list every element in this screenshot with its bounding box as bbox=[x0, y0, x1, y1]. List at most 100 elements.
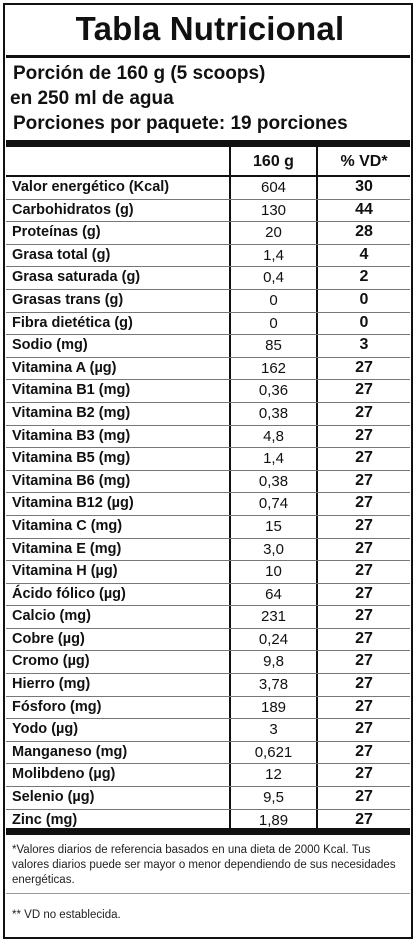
nutrient-amount: 3,0 bbox=[263, 540, 284, 558]
nutrient-name: Vitamina B5 (mg) bbox=[12, 450, 131, 467]
bottom-divider bbox=[6, 828, 410, 835]
amount-column-frame bbox=[229, 147, 318, 828]
nutrient-name: Vitamina B1 (mg) bbox=[12, 382, 131, 399]
nutrient-table: Valor energético (Kcal) 604 30 Carbohidrato… bbox=[6, 177, 410, 832]
nutrient-name: Yodo (µg) bbox=[12, 721, 79, 738]
nutrient-amount: 162 bbox=[260, 359, 287, 377]
nutrient-daily-value: 27 bbox=[355, 652, 373, 670]
nutrient-daily-value: 27 bbox=[355, 697, 373, 715]
nutrient-daily-value: 30 bbox=[355, 178, 373, 195]
nutrient-amount: 1,4 bbox=[263, 450, 284, 468]
nutrient-daily-value: 27 bbox=[355, 810, 373, 828]
nutrient-name: Cobre (µg) bbox=[12, 630, 85, 647]
nutrient-daily-value: 27 bbox=[355, 765, 373, 783]
table-row: Valor energético (Kcal) 604 30 bbox=[6, 177, 410, 200]
nutrient-amount: 0,38 bbox=[258, 472, 289, 490]
nutrient-name: Manganeso (mg) bbox=[12, 743, 128, 760]
not-established-footnote: ** VD no establecida. bbox=[12, 909, 121, 921]
nutrient-name: Vitamina B12 (µg) bbox=[12, 495, 134, 512]
footnote-divider bbox=[6, 893, 410, 894]
thick-divider bbox=[6, 140, 410, 147]
amount-header: 160 g bbox=[253, 153, 294, 170]
nutrient-daily-value: 27 bbox=[355, 720, 373, 738]
nutrient-name: Vitamina B6 (mg) bbox=[12, 472, 131, 489]
nutrient-name: Vitamina H (µg) bbox=[12, 563, 118, 580]
nutrient-daily-value: 0 bbox=[359, 290, 369, 308]
nutrient-daily-value: 27 bbox=[355, 403, 373, 421]
nutrient-amount: 15 bbox=[265, 517, 282, 535]
nutrient-amount: 3 bbox=[269, 721, 278, 739]
table-row: Vitamina E (mg) 3,0 27 bbox=[6, 539, 410, 562]
nutrient-name: Fósforo (mg) bbox=[12, 698, 102, 715]
nutrient-amount: 20 bbox=[265, 224, 282, 242]
nutrient-daily-value: 27 bbox=[355, 788, 373, 806]
serving-info: Porción de 160 g (5 scoops) en 250 ml de… bbox=[10, 61, 410, 136]
nutrient-amount: 9,5 bbox=[263, 789, 284, 807]
nutrient-daily-value: 27 bbox=[355, 516, 373, 534]
table-row: Sodio (mg) 85 3 bbox=[6, 335, 410, 358]
table-row: Fibra dietética (g) 0 0 bbox=[6, 313, 410, 336]
nutrient-name: Grasas trans (g) bbox=[12, 291, 124, 308]
serving-preparation: en 250 ml de agua bbox=[10, 88, 174, 109]
nutrient-amount: 0,621 bbox=[254, 743, 293, 761]
nutrient-daily-value: 27 bbox=[355, 494, 373, 512]
nutrient-name: Valor energético (Kcal) bbox=[12, 179, 170, 195]
nutrient-daily-value: 27 bbox=[355, 562, 373, 580]
nutrient-name: Grasa saturada (g) bbox=[12, 269, 141, 286]
nutrient-amount: 0 bbox=[269, 291, 278, 309]
nutrient-daily-value: 27 bbox=[355, 426, 373, 444]
nutrient-amount: 10 bbox=[265, 563, 282, 581]
daily-value-header: % VD* bbox=[340, 153, 388, 170]
label-title: Tabla Nutricional bbox=[75, 10, 345, 47]
nutrient-amount: 12 bbox=[265, 766, 282, 784]
nutrient-amount: 4,8 bbox=[263, 427, 284, 445]
table-row: Ácido fólico (µg) 64 27 bbox=[6, 584, 410, 607]
table-row: Cromo (µg) 9,8 27 bbox=[6, 651, 410, 675]
nutrient-daily-value: 28 bbox=[355, 223, 373, 241]
table-row: Vitamina B6 (mg) 0,38 27 bbox=[6, 471, 410, 494]
nutrient-name: Grasa total (g) bbox=[12, 246, 111, 263]
table-row: Grasas trans (g) 0 0 bbox=[6, 290, 410, 313]
nutrient-amount: 604 bbox=[260, 179, 287, 196]
table-row: Selenio (µg) 9,5 27 bbox=[6, 787, 410, 810]
table-row: Vitamina A (µg) 162 27 bbox=[6, 358, 410, 381]
nutrient-amount: 85 bbox=[265, 337, 282, 355]
table-row: Vitamina B3 (mg) 4,8 27 bbox=[6, 426, 410, 449]
nutrient-amount: 1,89 bbox=[258, 811, 289, 829]
nutrient-amount: 130 bbox=[260, 201, 287, 219]
nutrient-amount: 1,4 bbox=[263, 246, 284, 264]
nutrient-amount: 0,24 bbox=[258, 630, 289, 648]
table-row: Grasa total (g) 1,4 4 bbox=[6, 245, 410, 268]
nutrient-daily-value: 27 bbox=[355, 449, 373, 467]
table-row: Molibdeno (µg) 12 27 bbox=[6, 764, 410, 788]
nutrient-name: Molibdeno (µg) bbox=[12, 766, 116, 783]
nutrient-daily-value: 27 bbox=[355, 471, 373, 489]
nutrient-name: Hierro (mg) bbox=[12, 676, 91, 693]
servings-per-package: Porciones por paquete: 19 porciones bbox=[13, 113, 348, 134]
nutrient-daily-value: 3 bbox=[359, 336, 369, 354]
nutrient-daily-value: 27 bbox=[355, 358, 373, 376]
nutrient-amount: 3,78 bbox=[258, 676, 289, 694]
table-row: Cobre (µg) 0,24 27 bbox=[6, 629, 410, 652]
table-row: Vitamina B12 (µg) 0,74 27 bbox=[6, 493, 410, 516]
daily-value-footnote: *Valores diarios de referencia basados e… bbox=[12, 844, 396, 886]
nutrient-daily-value: 27 bbox=[355, 629, 373, 647]
nutrient-amount: 231 bbox=[260, 608, 287, 626]
nutrient-amount: 0,4 bbox=[263, 269, 284, 287]
serving-size: Porción de 160 g (5 scoops) bbox=[13, 63, 266, 84]
nutrient-daily-value: 0 bbox=[359, 313, 369, 331]
nutrient-name: Carbohidratos (g) bbox=[12, 201, 134, 218]
table-header: 160 g % VD* bbox=[6, 147, 410, 177]
nutrient-name: Ácido fólico (µg) bbox=[12, 585, 126, 602]
table-row: Fósforo (mg) 189 27 bbox=[6, 697, 410, 720]
table-row: Manganeso (mg) 0,621 27 bbox=[6, 742, 410, 765]
table-row: Grasa saturada (g) 0,4 2 bbox=[6, 267, 410, 290]
nutrient-amount: 0,38 bbox=[258, 404, 289, 422]
table-row: Vitamina B5 (mg) 1,4 27 bbox=[6, 448, 410, 471]
nutrient-amount: 0,74 bbox=[258, 495, 289, 513]
nutrient-name: Sodio (mg) bbox=[12, 337, 88, 354]
nutrient-daily-value: 27 bbox=[355, 675, 373, 693]
table-row: Calcio (mg) 231 27 bbox=[6, 606, 410, 629]
nutrient-name: Vitamina B3 (mg) bbox=[12, 427, 131, 444]
nutrient-daily-value: 27 bbox=[355, 607, 373, 625]
